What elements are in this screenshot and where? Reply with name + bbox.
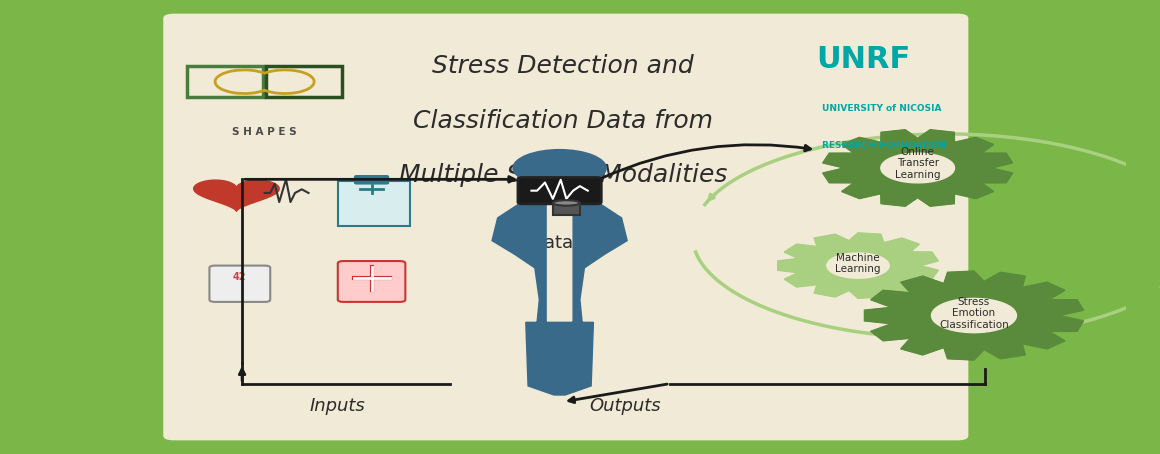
Polygon shape xyxy=(777,233,938,298)
Circle shape xyxy=(513,149,607,187)
Polygon shape xyxy=(931,298,1016,333)
Ellipse shape xyxy=(553,200,580,206)
Text: Stress
Emotion
Classification: Stress Emotion Classification xyxy=(940,296,1009,330)
Text: RESEARCH FOUNDATION: RESEARCH FOUNDATION xyxy=(822,141,947,150)
Text: Multiple Sensor Modalities: Multiple Sensor Modalities xyxy=(399,163,727,188)
FancyBboxPatch shape xyxy=(355,176,389,184)
Text: Outputs: Outputs xyxy=(589,397,661,415)
Text: Machine
Learning: Machine Learning xyxy=(835,252,880,274)
Text: S H A P E S: S H A P E S xyxy=(232,127,297,137)
FancyBboxPatch shape xyxy=(519,178,601,204)
Polygon shape xyxy=(822,130,1013,206)
FancyBboxPatch shape xyxy=(210,266,270,302)
FancyBboxPatch shape xyxy=(553,203,580,215)
FancyBboxPatch shape xyxy=(338,261,405,302)
Text: 42: 42 xyxy=(233,272,247,282)
Text: Inputs: Inputs xyxy=(310,397,365,415)
Polygon shape xyxy=(864,271,1083,360)
Polygon shape xyxy=(194,180,280,211)
Text: Dataset: Dataset xyxy=(530,234,601,252)
FancyBboxPatch shape xyxy=(164,14,969,440)
Polygon shape xyxy=(492,186,628,395)
Text: Classification Data from: Classification Data from xyxy=(413,109,713,133)
Text: UNRF: UNRF xyxy=(817,45,911,74)
Text: Online
Transfer
Learning: Online Transfer Learning xyxy=(894,147,941,180)
Polygon shape xyxy=(880,153,955,183)
Polygon shape xyxy=(827,253,890,278)
FancyBboxPatch shape xyxy=(338,181,409,226)
Text: Stress Detection and: Stress Detection and xyxy=(433,54,694,79)
Text: UNIVERSITY of NICOSIA: UNIVERSITY of NICOSIA xyxy=(822,104,942,114)
